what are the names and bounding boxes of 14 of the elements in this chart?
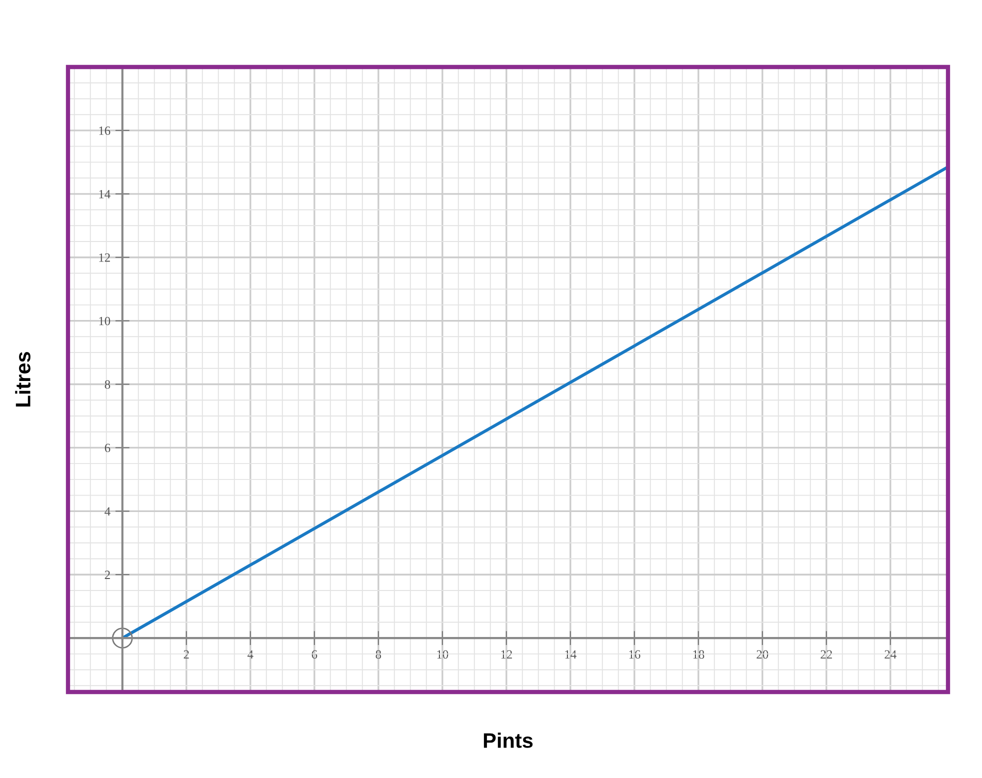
y-tick-label: 10 — [99, 316, 110, 326]
x-tick-label: 12 — [501, 650, 512, 659]
x-tick-label: 22 — [820, 650, 832, 659]
y-tick-label: 12 — [99, 253, 110, 262]
y-tick-label: 16 — [99, 126, 110, 135]
x-tick-label: 4 — [248, 650, 254, 659]
y-axis-title: Litres — [15, 352, 30, 406]
y-tick-label: 2 — [104, 570, 110, 579]
y-tick-label: 4 — [104, 507, 110, 516]
y-tick-label: 14 — [99, 190, 110, 198]
y-tick-label: 6 — [104, 444, 110, 452]
y-tick-label: 8 — [104, 380, 110, 389]
x-axis-title: Pints — [484, 732, 533, 748]
x-tick-label: 2 — [184, 650, 189, 659]
